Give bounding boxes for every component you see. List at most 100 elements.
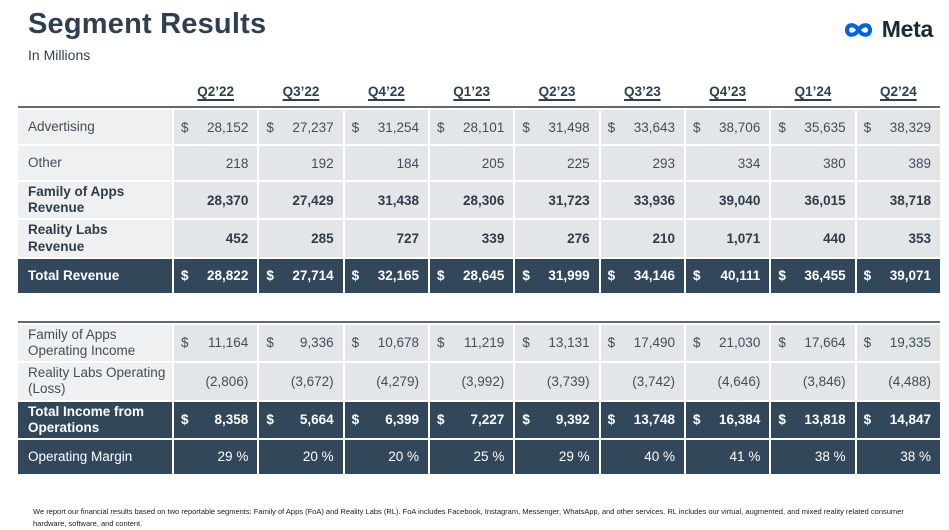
operating-income-table: Family of Apps Operating Income $11,164 $9… — [18, 320, 940, 474]
value-text: (3,992) — [461, 373, 505, 389]
value-text: 25 % — [473, 449, 505, 465]
value-text: 28,152 — [207, 119, 249, 135]
column-header: Q3’22 — [282, 84, 320, 99]
cell-value: $14,847 — [856, 401, 940, 438]
value-text: 7,227 — [470, 412, 505, 428]
value-text: 10,678 — [377, 335, 419, 351]
value-text: 33,936 — [633, 192, 675, 208]
value-text: 225 — [567, 155, 590, 171]
dollar-sign: $ — [437, 268, 445, 284]
column-header: Q4’22 — [367, 84, 405, 99]
dollar-sign: $ — [351, 268, 360, 284]
dollar-sign: $ — [778, 268, 786, 284]
dollar-sign: $ — [863, 412, 872, 428]
footnote: We report our financial results based on… — [33, 506, 904, 528]
cell-value: $13,818 — [771, 401, 855, 438]
page-subtitle: In Millions — [28, 47, 91, 63]
value-text: 28,101 — [463, 119, 505, 135]
cell-value: 353 — [856, 220, 940, 257]
table-row: Family of Apps Operating Income $11,164 $9… — [18, 324, 940, 362]
cell-value: 29 % — [174, 439, 258, 474]
value-text: (3,742) — [632, 373, 675, 389]
dollar-sign: $ — [863, 119, 872, 135]
dollar-sign: $ — [863, 268, 872, 284]
value-text: 334 — [737, 155, 761, 171]
value-text: (3,739) — [546, 373, 590, 389]
cell-value: $11,219 — [430, 324, 514, 362]
cell-value: $36,455 — [771, 258, 855, 293]
value-text: 40 % — [644, 449, 675, 465]
value-text: 31,723 — [548, 192, 590, 208]
cell-value: 276 — [515, 220, 599, 257]
cell-value: 210 — [600, 220, 684, 257]
cell-value: 27,429 — [259, 182, 343, 219]
row-label: Advertising — [18, 110, 172, 144]
value-text: 353 — [908, 231, 931, 247]
cell-value: (4,646) — [686, 363, 770, 400]
table-row: Reality Labs Revenue 452 285 727 339 276 210 1,… — [18, 220, 940, 257]
cell-value: 20 % — [259, 439, 343, 474]
value-text: 13,131 — [548, 335, 590, 351]
dollar-sign: $ — [778, 119, 786, 135]
dollar-sign: $ — [778, 412, 786, 428]
value-text: 16,384 — [719, 412, 761, 428]
dollar-sign: $ — [181, 119, 189, 135]
value-text: (2,806) — [205, 373, 249, 389]
value-text: 192 — [311, 155, 334, 171]
value-text: 9,336 — [299, 335, 334, 351]
cell-value: 389 — [856, 146, 940, 180]
value-text: 21,030 — [719, 335, 761, 351]
value-text: 35,635 — [804, 119, 846, 135]
dollar-sign: $ — [522, 335, 530, 351]
dollar-sign: $ — [522, 268, 530, 284]
cell-value: 29 % — [515, 439, 599, 474]
title-block: Segment Results In Millions — [28, 8, 266, 63]
row-label: Reality Labs Operating (Loss) — [18, 363, 172, 400]
value-text: 727 — [396, 231, 419, 247]
cell-value: $27,714 — [259, 258, 343, 293]
value-text: 11,164 — [208, 335, 249, 351]
dollar-sign: $ — [266, 335, 274, 351]
table-row: Total Revenue $28,822 $27,714 $32,165 $28,64… — [18, 258, 940, 293]
cell-value: 31,723 — [515, 182, 599, 219]
cell-value: $13,748 — [600, 401, 684, 438]
value-text: 31,498 — [548, 119, 590, 135]
value-text: 6,399 — [385, 412, 419, 428]
value-text: 17,490 — [633, 335, 675, 351]
row-label: Reality Labs Revenue — [18, 220, 172, 257]
cell-value: (3,846) — [771, 363, 855, 400]
cell-value: 339 — [430, 220, 514, 257]
cell-value: $17,664 — [771, 324, 855, 362]
cell-value: $35,635 — [771, 110, 855, 144]
value-text: 36,015 — [804, 192, 846, 208]
dollar-sign: $ — [693, 335, 701, 351]
meta-logo: Meta — [840, 16, 935, 43]
row-label: Total Revenue — [18, 258, 172, 293]
cell-value: 39,040 — [686, 182, 770, 219]
value-text: (4,279) — [376, 373, 419, 389]
value-text: 184 — [396, 155, 419, 171]
column-header: Q2’23 — [538, 84, 576, 99]
value-text: 29 % — [558, 449, 590, 465]
cell-value: 20 % — [344, 439, 428, 474]
row-label: Family of Apps Revenue — [18, 182, 172, 219]
value-text: 11,219 — [464, 335, 505, 351]
value-text: 39,071 — [889, 268, 931, 284]
column-header: Q2’24 — [879, 84, 917, 99]
value-text: 38,718 — [889, 192, 931, 208]
cell-value: 218 — [174, 146, 258, 180]
dollar-sign: $ — [437, 119, 445, 135]
dollar-sign: $ — [181, 412, 189, 428]
cell-value: 334 — [686, 146, 770, 180]
cell-value: (3,992) — [430, 363, 514, 400]
cell-value: 440 — [771, 220, 855, 257]
value-text: 32,165 — [377, 268, 419, 284]
value-text: 20 % — [388, 449, 419, 465]
value-text: 34,146 — [633, 268, 675, 284]
cell-value: $28,645 — [430, 258, 514, 293]
table-row: Family of Apps Revenue 28,370 27,429 31,438… — [18, 182, 940, 219]
table-row: Other 218 192 184 205 225 293 334 380 389 — [18, 146, 940, 180]
cell-value: 205 — [430, 146, 514, 180]
value-text: 17,664 — [804, 335, 846, 351]
